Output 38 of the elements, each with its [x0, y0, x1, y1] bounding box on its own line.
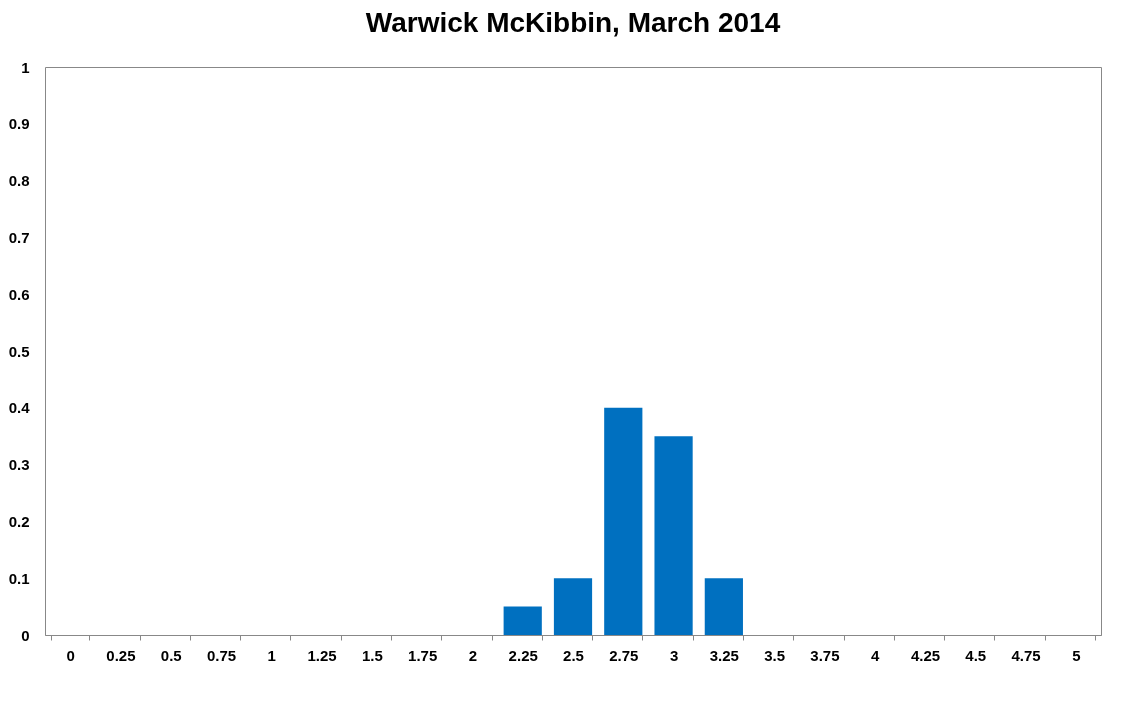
x-tick-label: 2.25 [508, 646, 538, 664]
y-tick-label: 0.7 [8, 228, 30, 246]
x-tick-label: 4.75 [1011, 646, 1041, 664]
x-tick-label: 0.25 [106, 646, 136, 664]
bar [654, 436, 693, 635]
y-tick-label: 0.9 [8, 115, 30, 133]
y-tick-label: 1 [21, 58, 30, 76]
x-tick-label: 0 [66, 646, 75, 664]
x-tick-label: 2 [468, 646, 478, 664]
bar [704, 578, 743, 635]
x-tick-label: 5 [1072, 646, 1081, 664]
x-tick-label: 3.75 [810, 646, 840, 664]
x-tick-label: 4 [871, 646, 881, 664]
x-tick-label: 0.5 [160, 646, 182, 664]
bar [604, 407, 643, 635]
bar [503, 606, 542, 635]
y-tick-label: 0.3 [8, 456, 30, 474]
chart-title: Warwick McKibbin, March 2014 [365, 7, 781, 38]
y-tick-label: 0 [21, 626, 30, 644]
x-tick-label: 1 [267, 646, 276, 664]
x-tick-label: 4.5 [965, 646, 987, 664]
bar [553, 578, 593, 635]
x-tick-label: 3 [669, 646, 679, 664]
x-tick-label: 2.5 [563, 646, 584, 664]
x-tick-label: 1.25 [307, 646, 337, 664]
y-tick-label: 0.8 [8, 172, 30, 190]
x-tick-label: 1.5 [361, 646, 383, 664]
y-tick-label: 0.4 [8, 399, 31, 417]
y-tick-label: 0.2 [8, 512, 30, 530]
x-tick-label: 1.75 [408, 646, 438, 664]
x-tick-label: 3.25 [709, 646, 739, 664]
x-tick-label: 2.75 [609, 646, 639, 664]
x-tick-label: 0.75 [206, 646, 237, 664]
x-tick-label: 4.25 [910, 646, 941, 664]
x-tick-label: 3.5 [764, 646, 786, 664]
y-tick-label: 0.1 [8, 569, 30, 587]
y-tick-label: 0.6 [8, 285, 30, 303]
y-tick-label: 0.5 [8, 342, 30, 360]
